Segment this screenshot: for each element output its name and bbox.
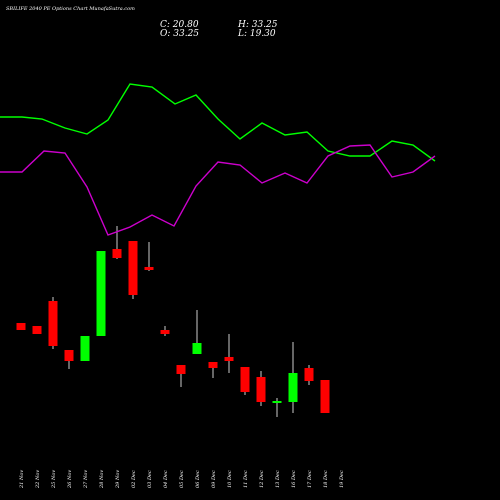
candle-body: [320, 380, 330, 413]
x-tick-label: 11 Dec: [243, 470, 249, 488]
x-tick-label: 05 Dec: [179, 470, 185, 488]
candle-body: [96, 251, 106, 336]
x-tick-label: 22 Nov: [35, 470, 41, 489]
candle-body: [48, 301, 58, 346]
x-tick-label: 13 Dec: [275, 470, 281, 488]
candle-body: [16, 323, 26, 330]
candle-body: [32, 326, 42, 334]
x-tick-label: 03 Dec: [147, 470, 153, 488]
x-tick-label: 26 Nov: [67, 470, 73, 489]
x-tick-label: 17 Dec: [307, 470, 313, 488]
x-tick-label: 28 Nov: [99, 470, 105, 489]
x-tick-label: 16 Dec: [291, 470, 297, 488]
candle-body: [176, 365, 186, 374]
magenta-indicator-line: [0, 144, 436, 236]
close-readout: C: 20.80: [160, 20, 199, 30]
x-tick-label: 27 Nov: [83, 470, 89, 489]
candle-body: [256, 377, 266, 402]
candle-body: [304, 368, 314, 381]
open-readout: O: 33.25: [160, 29, 200, 39]
x-tick-label: 21 Nov: [19, 470, 25, 489]
x-tick-label: 02 Dec: [131, 470, 137, 488]
green-indicator-line: [0, 83, 436, 162]
candle-body: [64, 350, 74, 361]
x-tick-label: 12 Dec: [259, 470, 265, 488]
x-tick-label: 04 Dec: [163, 470, 169, 488]
candle-body: [208, 362, 218, 368]
x-tick-label: 18 Dec: [323, 470, 329, 488]
candle-body: [192, 343, 202, 354]
candle-body: [160, 330, 170, 334]
candle-body: [144, 267, 154, 270]
candle-body: [80, 336, 90, 361]
candle-body: [224, 357, 234, 361]
low-readout: L: 19.30: [238, 29, 276, 39]
candle-body: [288, 373, 298, 402]
x-tick-label: 06 Dec: [195, 470, 201, 488]
candle-body: [112, 249, 122, 258]
candle-body: [240, 367, 250, 392]
high-readout: H: 33.25: [238, 20, 278, 30]
x-tick-label: 29 Nov: [115, 470, 121, 489]
chart-title: SBILIFE 2040 PE Options Chart MunafaSutr…: [6, 6, 135, 12]
x-tick-label: 25 Nov: [51, 470, 57, 489]
x-tick-label: 10 Dec: [227, 470, 233, 488]
candle-body: [272, 401, 282, 403]
x-tick-label: 09 Dec: [211, 470, 217, 488]
x-tick-label: 19 Dec: [339, 470, 345, 488]
candle-body: [128, 241, 138, 295]
